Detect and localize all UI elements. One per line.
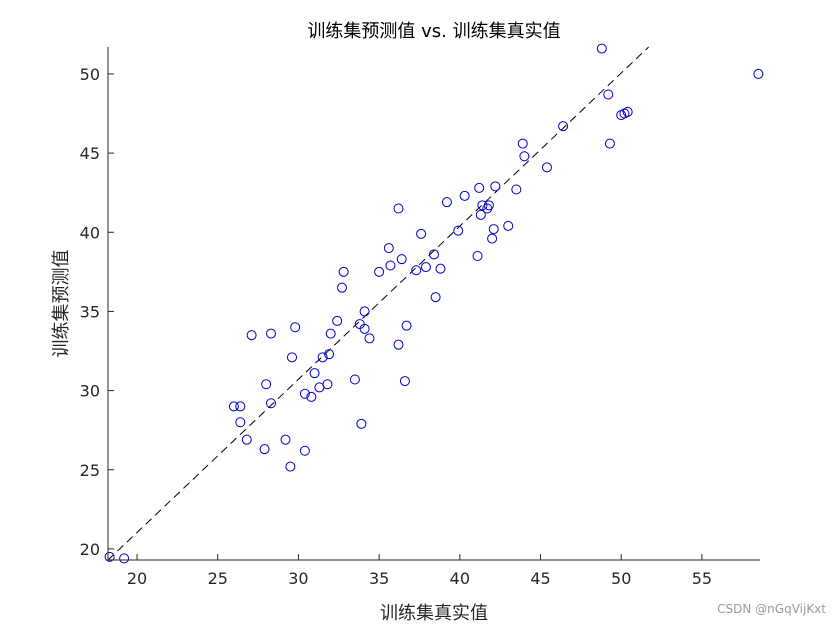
scatter-point xyxy=(753,68,764,79)
scatter-point xyxy=(324,349,335,360)
scatter-point xyxy=(286,352,297,363)
scatter-point xyxy=(322,379,333,390)
x-tick-label: 30 xyxy=(288,569,308,588)
scatter-point xyxy=(603,89,614,100)
scatter-point xyxy=(517,138,528,149)
scatter-point xyxy=(259,444,270,455)
x-tick-label: 40 xyxy=(450,569,470,588)
x-tick-label: 20 xyxy=(127,569,147,588)
scatter-point xyxy=(622,106,633,117)
scatter-point xyxy=(487,233,498,244)
scatter-point xyxy=(441,197,452,208)
scatter-point xyxy=(299,445,310,456)
scatter-point xyxy=(541,162,552,173)
scatter-point xyxy=(285,461,296,472)
scatter-point xyxy=(430,292,441,303)
scatter-point xyxy=(306,391,317,402)
scatter-point xyxy=(483,200,494,211)
scatter-point xyxy=(429,249,439,260)
y-tick-label: 35 xyxy=(80,302,100,321)
y-tick-label: 25 xyxy=(80,461,100,480)
x-tick-label: 50 xyxy=(611,569,631,588)
scatter-point xyxy=(558,121,569,132)
scatter-point xyxy=(511,184,522,195)
scatter-point xyxy=(475,209,486,220)
watermark: CSDN @nGqVijKxt xyxy=(717,602,826,616)
y-tick-label: 20 xyxy=(80,540,100,559)
scatter-point xyxy=(411,265,422,276)
scatter-point xyxy=(472,251,483,261)
scatter-point xyxy=(435,263,446,274)
scatter-point xyxy=(241,434,252,445)
scatter-point xyxy=(266,398,276,409)
x-tick-label: 25 xyxy=(208,569,228,588)
reference-line xyxy=(107,46,649,561)
scatter-point xyxy=(332,315,343,326)
scatter-point xyxy=(246,330,257,341)
y-tick-label: 45 xyxy=(80,144,100,163)
scatter-point xyxy=(488,224,499,235)
scatter-point xyxy=(235,401,246,412)
scatter-point xyxy=(337,282,348,293)
scatter-point xyxy=(604,138,615,149)
scatter-point xyxy=(104,551,115,562)
scatter-point xyxy=(401,320,412,331)
y-tick-label: 40 xyxy=(80,223,100,242)
scatter-points xyxy=(104,43,764,564)
scatter-point xyxy=(399,376,410,387)
chart-title: 训练集预测值 vs. 训练集真实值 xyxy=(307,21,560,42)
y-tick-label: 30 xyxy=(80,382,100,401)
scatter-point xyxy=(374,266,385,277)
scatter-point xyxy=(596,43,607,54)
x-tick-label: 35 xyxy=(369,569,389,588)
scatter-point xyxy=(393,339,404,350)
scatter-point xyxy=(309,368,320,379)
scatter-point xyxy=(383,243,394,254)
scatter-point xyxy=(290,322,301,333)
x-tick-label: 55 xyxy=(692,569,712,588)
scatter-point xyxy=(359,306,370,317)
scatter-point xyxy=(359,323,370,334)
scatter-point xyxy=(490,181,501,192)
scatter-point xyxy=(474,182,485,193)
scatter-point xyxy=(503,220,514,231)
scatter-point xyxy=(396,254,407,265)
scatter-point xyxy=(364,333,375,344)
scatter-point xyxy=(349,374,360,385)
scatter-point xyxy=(393,203,404,214)
scatter-point xyxy=(356,418,367,429)
scatter-point xyxy=(420,262,431,273)
scatter-point xyxy=(477,200,488,211)
tick-layer: 20 25 30 35 40 45 50 55 20 25 30 35 40 45 50 xyxy=(80,65,712,588)
scatter-point xyxy=(261,379,272,390)
y-axis-title: 训练集预测值 xyxy=(51,250,72,358)
scatter-point xyxy=(519,151,530,162)
scatter-point xyxy=(453,225,464,236)
scatter-point xyxy=(228,401,239,412)
scatter-point xyxy=(416,228,427,239)
scatter-point xyxy=(119,553,130,564)
scatter-point xyxy=(266,328,276,339)
x-tick-label: 45 xyxy=(530,569,550,588)
scatter-point xyxy=(459,190,470,201)
scatter-point xyxy=(280,434,291,445)
scatter-point xyxy=(317,352,328,363)
scatter-point xyxy=(235,417,246,428)
scatter-point xyxy=(299,388,310,399)
scatter-point xyxy=(385,260,396,271)
y-tick-label: 50 xyxy=(80,65,100,84)
scatter-point xyxy=(325,328,336,339)
x-axis-title: 训练集真实值 xyxy=(380,603,488,624)
scatter-point xyxy=(338,266,349,277)
